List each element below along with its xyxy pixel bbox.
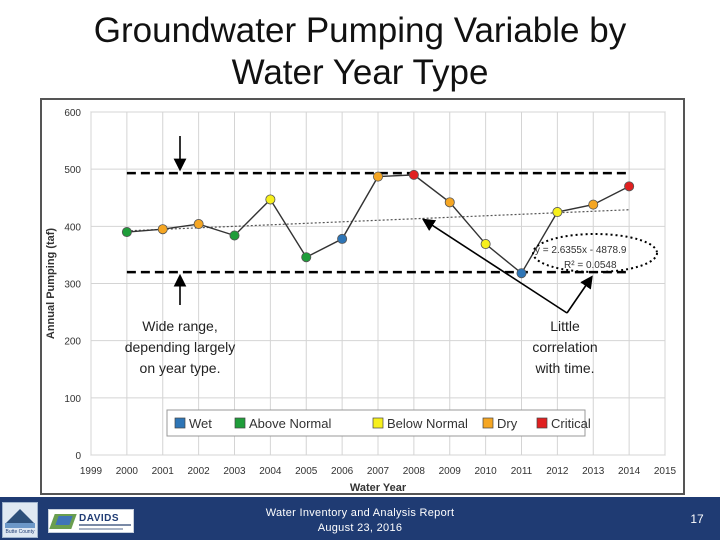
x-tick-label: 2004 (259, 466, 282, 477)
slide-title: Groundwater Pumping Variable by Water Ye… (0, 10, 720, 94)
footer-report-title: Water Inventory and Analysis Report (265, 507, 455, 519)
legend-label: Wet (189, 416, 212, 431)
legend-swatch (536, 417, 548, 429)
data-point (408, 169, 419, 180)
y-tick-label: 0 (75, 451, 81, 462)
footer-text: Water Inventory and Analysis Report Augu… (230, 506, 490, 536)
right-note-line: with time. (534, 360, 594, 376)
data-point (552, 207, 563, 218)
davids-logo-text: DAVIDS (79, 513, 120, 524)
data-point (444, 197, 455, 208)
x-tick-label: 2007 (367, 466, 390, 477)
x-tick-label: 2009 (439, 466, 462, 477)
y-axis-label: Annual Pumping (taf) (45, 228, 57, 340)
x-tick-label: 2015 (654, 466, 677, 477)
y-tick-label: 200 (64, 337, 81, 348)
data-point (157, 224, 168, 235)
x-axis-label: Water Year (350, 482, 407, 494)
footer-date: August 23, 2016 (317, 522, 403, 534)
right-note-line: correlation (532, 339, 597, 355)
left-note-line: Wide range, (142, 318, 217, 334)
y-tick-label: 400 (64, 222, 81, 233)
legend-label: Dry (497, 416, 518, 431)
x-tick-label: 2000 (116, 466, 139, 477)
y-tick-label: 500 (64, 165, 81, 176)
x-tick-label: 2001 (152, 466, 175, 477)
x-tick-label: 2012 (546, 466, 569, 477)
davids-logo: DAVIDS (48, 509, 134, 533)
x-tick-label: 1999 (80, 466, 103, 477)
data-point (229, 230, 240, 241)
right-note-line: Little (550, 318, 580, 334)
data-point (588, 199, 599, 210)
data-point (265, 194, 276, 205)
legend-label: Critical (551, 416, 591, 431)
arrow-to-equation (566, 275, 593, 314)
x-tick-label: 2014 (618, 466, 641, 477)
x-tick-label: 2008 (403, 466, 426, 477)
arrow-to-trendline (421, 218, 568, 314)
butte-county-logo: Butte County (2, 502, 38, 538)
legend-swatch (482, 417, 494, 429)
x-tick-label: 2011 (511, 466, 533, 477)
data-point (372, 171, 383, 182)
y-tick-label: 100 (64, 394, 81, 405)
x-tick-label: 2002 (188, 466, 211, 477)
legend-label: Above Normal (249, 416, 331, 431)
equation-highlight (532, 233, 658, 273)
trend-equation: y = 2.6355x - 4878.9 (535, 245, 627, 256)
y-tick-label: 600 (64, 108, 81, 119)
x-tick-label: 2003 (223, 466, 246, 477)
legend-swatch (174, 417, 186, 429)
data-point (480, 239, 491, 250)
y-tick-label: 300 (64, 280, 81, 291)
legend-swatch (372, 417, 384, 429)
data-point (516, 268, 527, 279)
x-tick-label: 2010 (475, 466, 498, 477)
legend-label: Below Normal (387, 416, 468, 431)
data-point (301, 252, 312, 263)
data-point (193, 219, 204, 230)
x-tick-label: 2013 (582, 466, 605, 477)
left-note-line: depending largely (125, 339, 236, 355)
data-point (624, 181, 635, 192)
left-note-line: on year type. (140, 360, 221, 376)
data-point (121, 227, 132, 238)
pumping-chart: 0 100 200 300 400 500 600 1999 2000 2001 2002 2003 2… (45, 108, 677, 494)
legend-swatch (234, 417, 246, 429)
x-tick-label: 2006 (331, 466, 354, 477)
trend-r-squared: R² = 0.0548 (564, 260, 617, 271)
data-point (337, 233, 348, 244)
butte-county-logo-text: Butte County (5, 529, 35, 535)
slide-title-line2: Water Year Type (231, 53, 489, 92)
page-number: 17 (690, 512, 704, 526)
slide-title-line1: Groundwater Pumping Variable by (93, 11, 627, 50)
x-tick-label: 2005 (295, 466, 318, 477)
